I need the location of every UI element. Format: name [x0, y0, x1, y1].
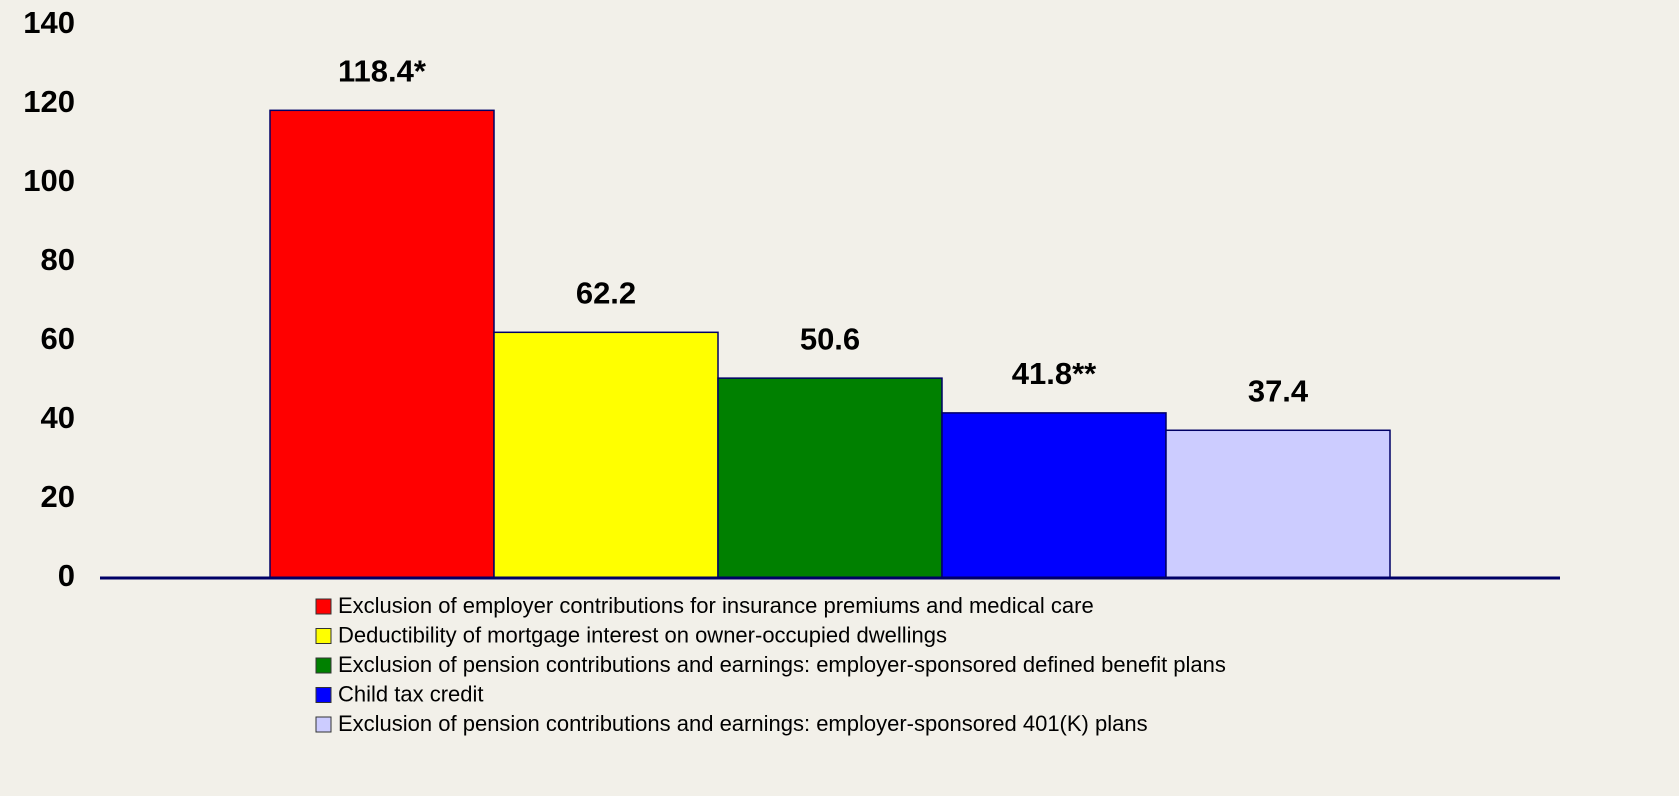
legend-swatch: [315, 598, 332, 615]
legend-swatch: [315, 628, 332, 644]
legend-label: Deductibility of mortgage interest on ow…: [338, 622, 947, 647]
legend-label: Exclusion of employer contributions for …: [338, 593, 1094, 618]
y-tick-label: 40: [41, 400, 75, 435]
value-label: 41.8**: [1012, 356, 1097, 391]
value-label: 37.4: [1248, 373, 1309, 408]
value-label: 118.4*: [338, 54, 427, 89]
value-label: 62.2: [576, 275, 636, 310]
y-tick-label: 140: [23, 5, 75, 40]
y-tick-label: 20: [41, 479, 75, 514]
y-tick-label: 60: [41, 321, 75, 356]
y-tick-label: 80: [41, 242, 75, 277]
bar: [717, 377, 943, 579]
bar: [1165, 429, 1391, 579]
value-label: 50.6: [800, 321, 860, 356]
legend-label: Exclusion of pension contributions and e…: [338, 652, 1226, 677]
y-tick-label: 120: [23, 84, 75, 119]
legend-swatch: [315, 716, 332, 733]
bar: [269, 109, 495, 579]
legend-label: Exclusion of pension contributions and e…: [338, 711, 1148, 736]
legend-label: Child tax credit: [338, 681, 484, 706]
bar: [493, 331, 719, 579]
y-tick-label: 100: [23, 163, 75, 198]
legend-swatch: [315, 687, 332, 703]
y-tick-label: 0: [58, 558, 75, 593]
bar: [941, 412, 1167, 579]
legend-swatch: [315, 657, 332, 674]
